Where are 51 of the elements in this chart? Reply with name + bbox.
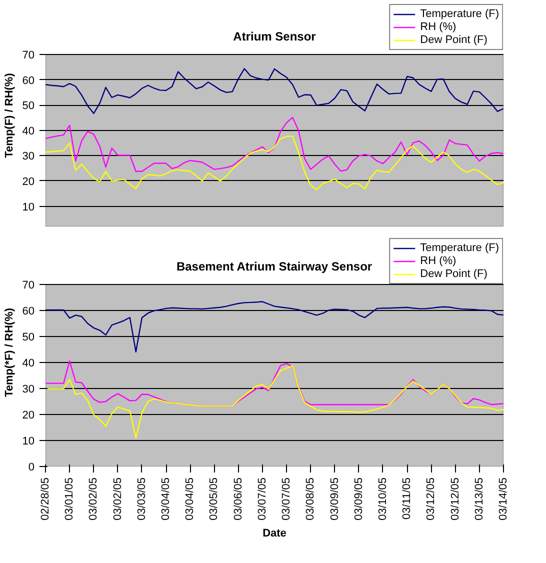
line-series (46, 301, 504, 352)
x-tick-label: 03/14/05 (498, 477, 510, 520)
x-tick-label: 03/05/05 (208, 477, 220, 520)
x-tick-label: 03/12/05 (449, 477, 462, 520)
legend-label: Temperature (F) (420, 8, 499, 20)
x-axis-title: Date (262, 527, 286, 540)
line-series (46, 365, 504, 438)
x-tick-label: 03/02/05 (112, 477, 124, 520)
legend-label: Dew Point (F) (420, 268, 488, 280)
x-tick-label: 03/13/05 (473, 477, 486, 520)
y-tick-label: 70 (22, 280, 35, 292)
y-tick-label: 40 (22, 358, 35, 370)
y-tick-label: 60 (22, 74, 35, 87)
line-series (46, 68, 504, 114)
y-tick-label: 20 (22, 176, 35, 188)
line-series (46, 136, 504, 190)
y-tick-label: 30 (22, 150, 35, 163)
x-tick-label: 03/08/05 (304, 477, 317, 520)
legend-label: Temperature (F) (420, 242, 499, 254)
y-tick-label: 50 (22, 100, 35, 112)
y-tick-label: 10 (22, 436, 35, 448)
y-tick-label: 40 (22, 125, 35, 138)
legend-label: Dew Point (F) (420, 34, 488, 46)
y-tick-label: 10 (22, 201, 35, 214)
x-tick-label: 02/28/05 (40, 477, 52, 520)
line-series (46, 116, 504, 172)
legend-label: RH (%) (420, 21, 456, 33)
y-tick-label: 30 (22, 384, 35, 396)
x-tick-label: 03/06/05 (232, 477, 244, 520)
y-axis-title: Temp(F) / RH(%) (3, 72, 16, 158)
x-tick-label: 03/11/05 (401, 477, 414, 520)
x-tick-label: 03/04/05 (160, 477, 172, 520)
y-tick-label: 0 (28, 462, 35, 474)
chart-title: Basement Atrium Stairway Sensor (176, 260, 372, 274)
y-tick-label: 20 (22, 410, 35, 422)
x-tick-label: 03/04/05 (184, 477, 196, 520)
x-tick-label: 03/03/05 (136, 477, 148, 520)
x-tick-label: 03/09/05 (328, 477, 341, 520)
x-tick-label: 03/07/05 (256, 477, 268, 520)
x-tick-label: 03/07/05 (280, 477, 293, 520)
x-tick-label: 03/10/05 (376, 477, 389, 520)
x-tick-label: 03/12/05 (425, 477, 438, 520)
y-tick-label: 70 (22, 50, 35, 62)
y-axis-title: Temp(*F) / RH(%) (3, 308, 16, 398)
x-tick-label: 03/09/05 (352, 477, 365, 520)
x-tick-label: 03/02/05 (88, 477, 100, 520)
y-tick-label: 60 (22, 306, 35, 318)
y-tick-label: 50 (22, 332, 35, 344)
x-tick-label: 03/01/05 (64, 477, 76, 520)
legend-label: RH (%) (420, 255, 456, 267)
chart-title: Atrium Sensor (233, 30, 316, 44)
